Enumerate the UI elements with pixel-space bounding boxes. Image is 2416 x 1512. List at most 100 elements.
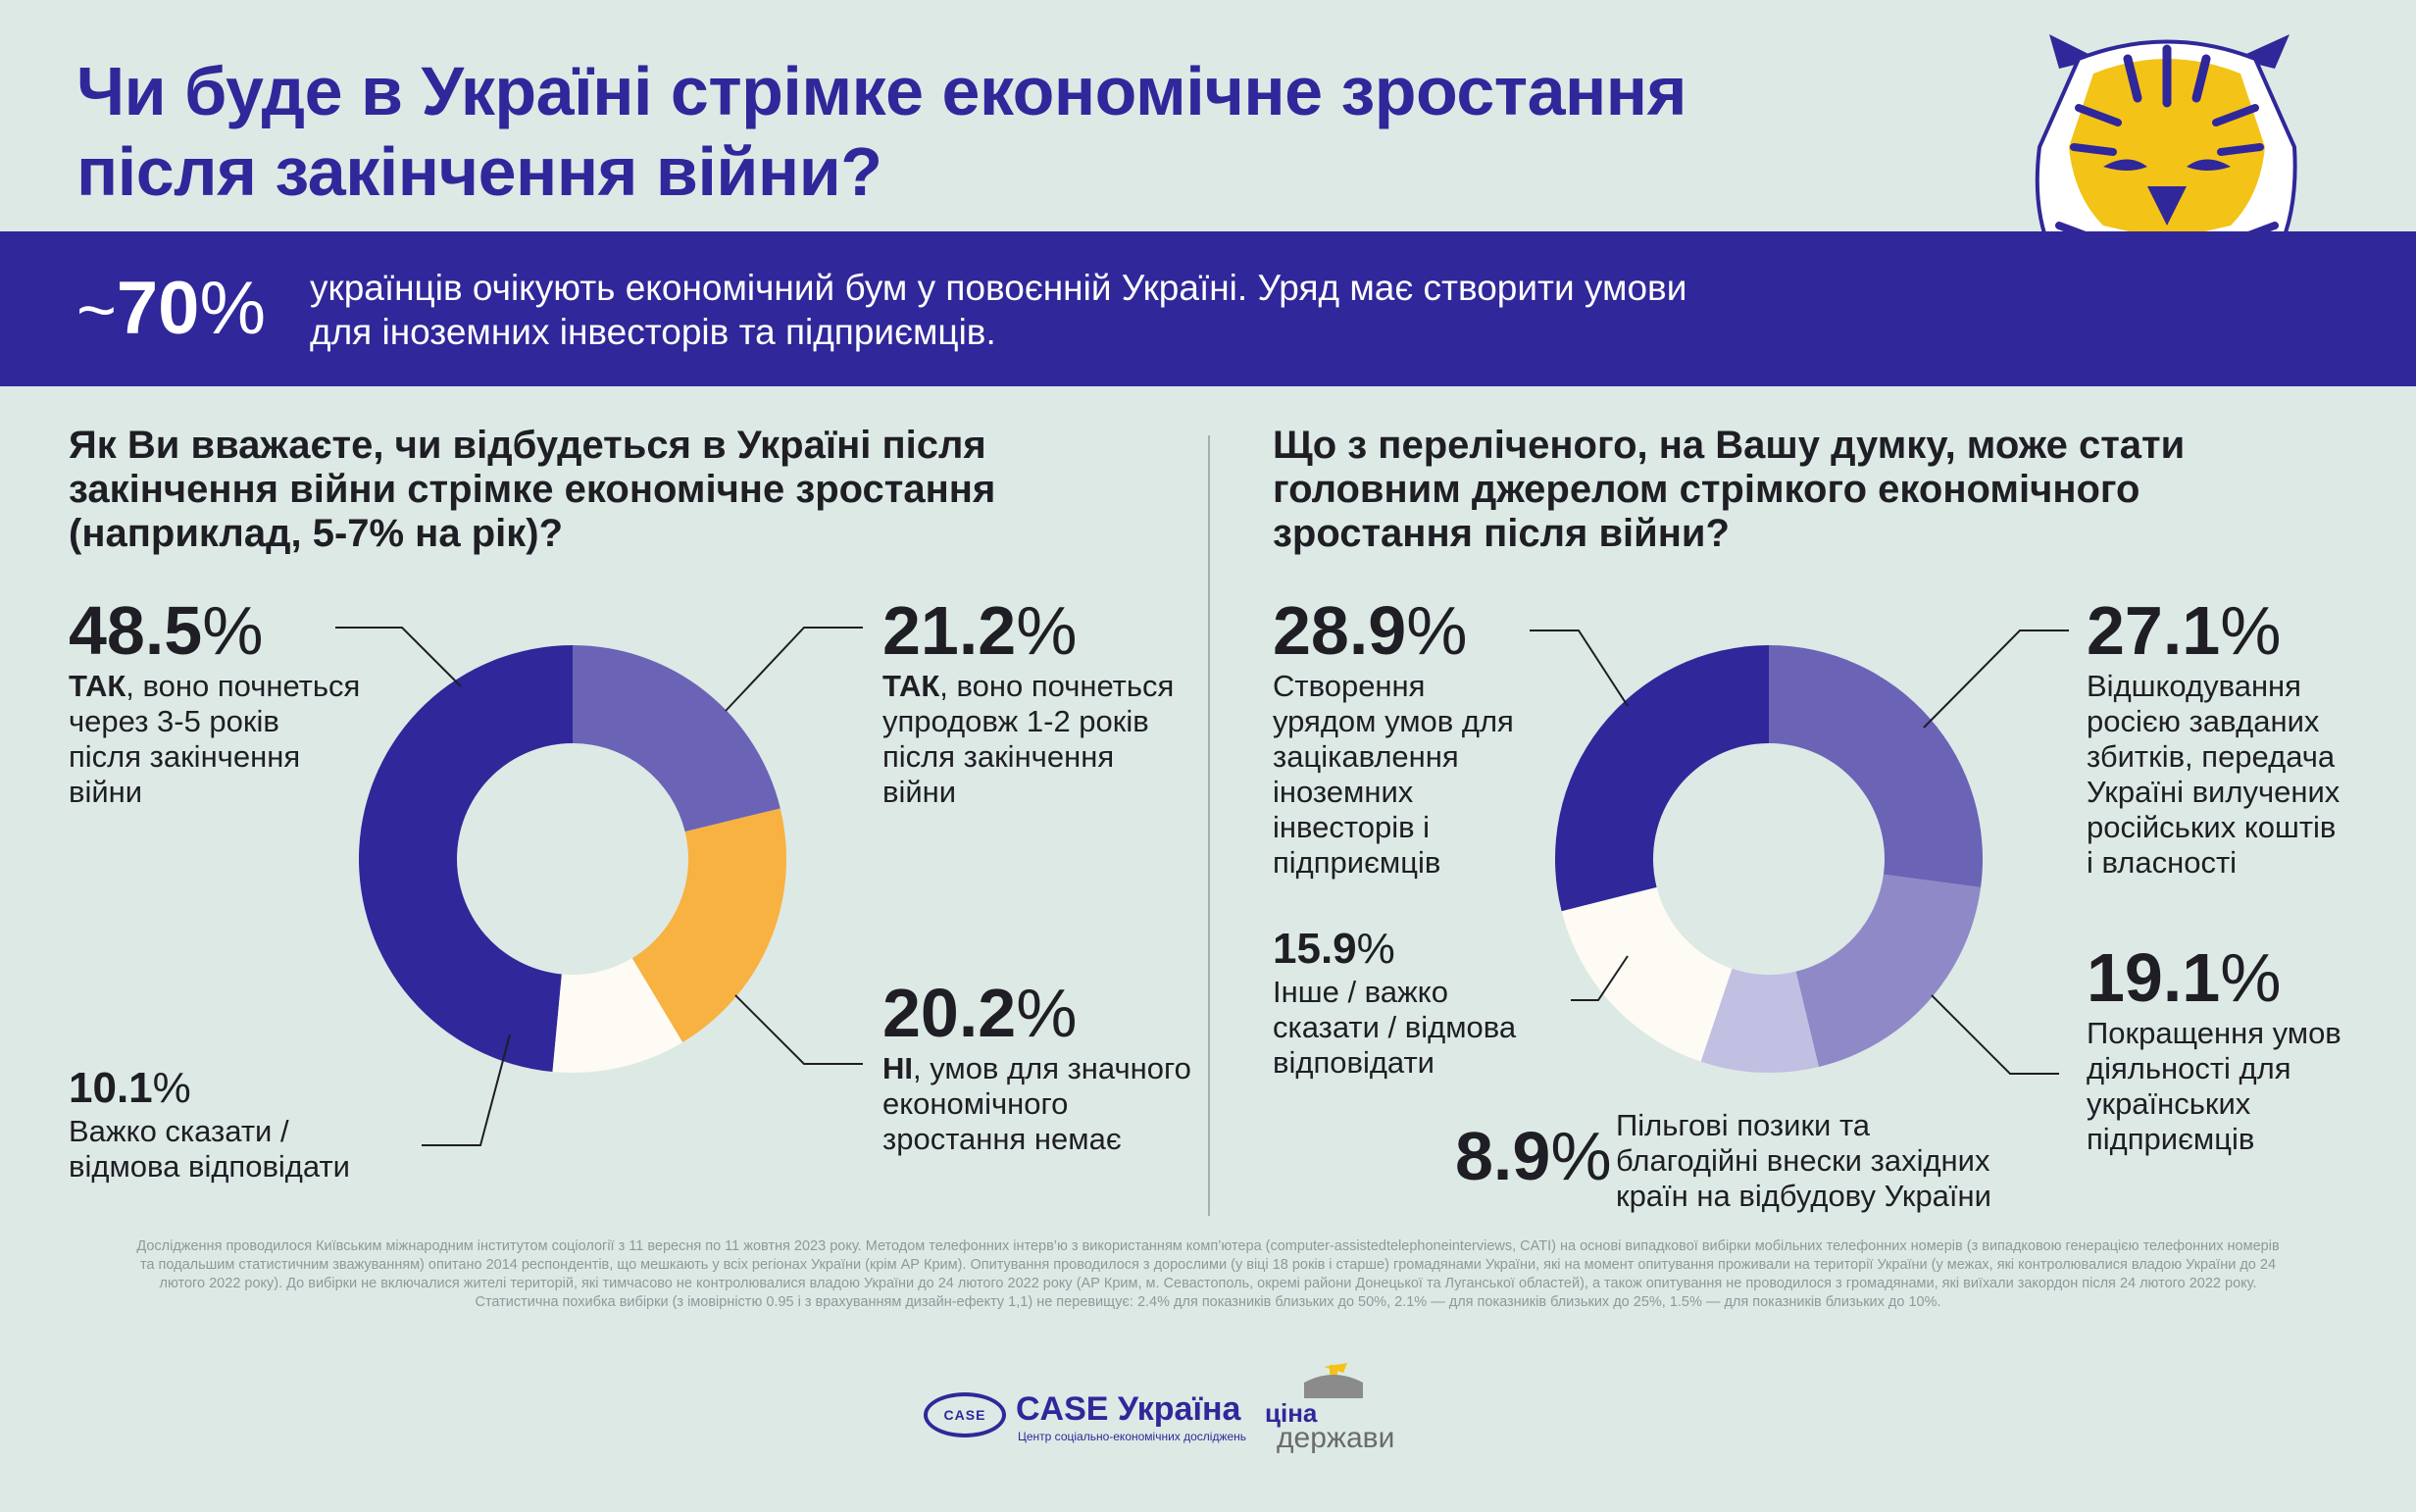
question-1-line-3: (наприклад, 5-7% на рік)?	[69, 512, 564, 555]
label-1c-rest: , умов для значного	[913, 1051, 1191, 1085]
label-1d-pct: %	[152, 1064, 191, 1112]
label-1a-pct: %	[202, 592, 264, 669]
label-2d-pct: %	[1550, 1118, 1612, 1194]
question-1-line-1: Як Ви вважаєте, чи відбудеться в Україні…	[69, 424, 986, 467]
banner-line-2: для іноземних інвесторів та підприємців.	[310, 312, 996, 352]
case-logo-name: CASE Україна	[1016, 1390, 1241, 1428]
label-1c-bold: НІ	[882, 1051, 913, 1085]
label-2c-line-1: Покращення умов	[2087, 1016, 2341, 1050]
label-2c: 19.1% Покращення умов діяльності для укр…	[2087, 939, 2341, 1157]
donut-1-slice-4	[552, 958, 683, 1073]
case-ukraine-logo: CASE CASE Україна Центр соціально-економ…	[924, 1383, 1246, 1451]
label-1d-line-2: відмова відповідати	[69, 1149, 350, 1184]
footnote-line-3: лютого 2022 року). До вибірки не включал…	[159, 1276, 2257, 1291]
label-1a-value: 48.5	[69, 592, 203, 669]
donut-2-slice-1	[1769, 645, 1983, 888]
label-1b-pct: %	[1016, 592, 1078, 669]
label-2b-value: 27.1	[2087, 592, 2221, 669]
label-2b-line-5: російських коштів	[2087, 810, 2337, 844]
label-1a-line-4: війни	[69, 775, 143, 809]
question-2-line-3: зростання після війни?	[1273, 512, 1730, 555]
label-1b-rest: , воно почнеться	[939, 669, 1175, 703]
label-2d: Пільгові позики та благодійні внески зах…	[1616, 1108, 1991, 1214]
leader-line-2c	[1931, 994, 2059, 1075]
headline-percent-sign: %	[199, 267, 267, 350]
leader-line-1d	[422, 1033, 511, 1146]
label-2e-pct: %	[1356, 925, 1395, 973]
label-2c-value: 19.1	[2087, 939, 2221, 1016]
donut-chart-2	[1555, 645, 1983, 1073]
question-1: Як Ви вважаєте, чи відбудеться в Україні…	[69, 424, 995, 556]
label-2a-line-4: іноземних	[1273, 775, 1414, 809]
tilde-symbol: ~	[76, 272, 117, 348]
summary-banner: ~70% українців очікують економічний бум …	[0, 231, 2416, 386]
label-1b-line-3: після закінчення	[882, 739, 1115, 774]
label-2c-line-4: підприємців	[2087, 1122, 2255, 1156]
label-2b-line-6: і власності	[2087, 845, 2238, 880]
leader-line-1b	[725, 627, 863, 712]
label-1b-line-2: упродовж 1-2 років	[882, 704, 1149, 738]
label-1b: 21.2% ТАК, воно почнеться упродовж 1-2 р…	[882, 592, 1174, 810]
label-1b-value: 21.2	[882, 592, 1017, 669]
page-title: Чи буде в Україні стрімке економічне зро…	[76, 51, 1939, 212]
leader-line-1c	[734, 994, 863, 1065]
label-2a-pct: %	[1406, 592, 1468, 669]
case-badge-text: CASE	[941, 1407, 988, 1423]
question-1-line-2: закінчення війни стрімке економічне зрос…	[69, 468, 996, 511]
donut-1-slice-3	[631, 808, 786, 1042]
footnote-line-2: та подальшим статистичним зважуванням) о…	[139, 1257, 2277, 1273]
label-2a-line-6: підприємців	[1273, 845, 1441, 880]
label-2e: 15.9% Інше / важко сказати / відмова від…	[1273, 924, 1516, 1081]
question-2-line-2: головним джерелом стрімкого економічного	[1273, 468, 2140, 511]
label-2a-line-5: інвесторів і	[1273, 810, 1431, 844]
label-2d-line-1: Пільгові позики та	[1616, 1108, 1871, 1142]
donut-2-slice-3	[1700, 968, 1819, 1073]
page-title-line-2: після закінчення війни?	[76, 133, 882, 210]
banner-text: українців очікують економічний бум у пов…	[310, 266, 1879, 354]
label-2a-line-2: урядом умов для	[1273, 704, 1514, 738]
label-2c-line-2: діяльності для	[2087, 1051, 2291, 1085]
cina-derzhavy-logo: ціна держави	[1265, 1361, 1412, 1455]
label-1c-value: 20.2	[882, 975, 1017, 1051]
label-2b-line-4: Україні вилучених	[2087, 775, 2340, 809]
label-1b-bold: ТАК	[882, 669, 940, 703]
label-1c-pct: %	[1016, 975, 1078, 1051]
label-2d-value: 8.9	[1455, 1118, 1551, 1194]
label-2a: 28.9% Створення урядом умов для зацікавл…	[1273, 592, 1514, 881]
leader-line-2e	[1571, 955, 1629, 1001]
donut-2-slice-2	[1795, 874, 1982, 1067]
headline-percentage: ~70%	[76, 267, 266, 352]
label-2c-line-3: українських	[2087, 1086, 2251, 1121]
label-2a-line-1: Створення	[1273, 669, 1426, 703]
methodology-footnote: Дослідження проводилося Київським міжнар…	[78, 1237, 2338, 1312]
label-1b-line-4: війни	[882, 775, 957, 809]
donut-2-slice-4	[1561, 886, 1733, 1062]
donut-1-slice-1	[359, 645, 573, 1073]
label-1a-bold: ТАК	[69, 669, 126, 703]
label-1d-line-1: Важко сказати /	[69, 1114, 289, 1148]
banner-line-1: українців очікують економічний бум у пов…	[310, 268, 1687, 308]
label-2b-line-2: росією завданих	[2087, 704, 2320, 738]
question-2: Що з переліченого, на Вашу думку, може с…	[1273, 424, 2185, 556]
label-2e-line-3: відповідати	[1273, 1045, 1434, 1080]
label-1a-line-2: через 3-5 років	[69, 704, 279, 738]
footnote-line-4: Статистична похибка вибірки (з імовірніс…	[475, 1294, 1941, 1310]
label-1c-line-2: економічного	[882, 1086, 1069, 1121]
label-2b-line-1: Відшкодування	[2087, 669, 2301, 703]
footnote-line-1: Дослідження проводилося Київським міжнар…	[136, 1238, 2280, 1254]
cina-logo-top: ціна	[1265, 1398, 1318, 1428]
label-2b: 27.1% Відшкодування росією завданих збит…	[2087, 592, 2340, 881]
case-logo-icon: CASE	[924, 1392, 1006, 1437]
building-icon	[1304, 1363, 1363, 1398]
label-2e-line-1: Інше / важко	[1273, 975, 1448, 1009]
leader-line-1a	[335, 627, 462, 687]
label-2a-line-3: зацікавлення	[1273, 739, 1459, 774]
case-logo-subtitle: Центр соціально-економічних досліджень	[1018, 1430, 1247, 1443]
label-2c-pct: %	[2220, 939, 2282, 1016]
label-1c-line-3: зростання немає	[882, 1122, 1122, 1156]
label-2b-pct: %	[2220, 592, 2282, 669]
label-2e-line-2: сказати / відмова	[1273, 1010, 1517, 1044]
column-divider	[1208, 435, 1210, 1216]
page-title-line-1: Чи буде в Україні стрімке економічне зро…	[76, 53, 1686, 129]
